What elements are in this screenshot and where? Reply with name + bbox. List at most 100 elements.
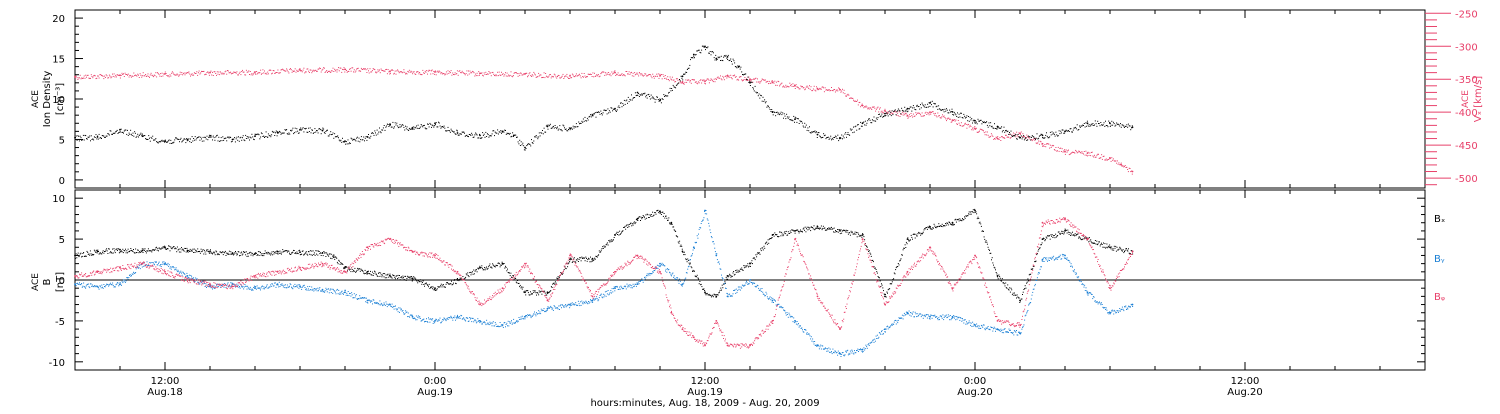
b-series-0-sample	[271, 252, 272, 253]
b-series-0-sample	[608, 240, 609, 241]
density-series-sample	[493, 130, 494, 131]
density-series-sample	[470, 134, 471, 135]
vx-series-sample	[1111, 157, 1112, 158]
density-series-sample	[429, 123, 430, 124]
vx-series-sample	[919, 113, 920, 114]
b-series-0-sample	[545, 293, 546, 294]
b-series-0-sample	[1067, 233, 1068, 234]
density-series-sample	[834, 137, 835, 138]
b-series-0-sample	[892, 281, 893, 282]
b-series-0-sample	[938, 226, 939, 227]
density-series-sample	[758, 95, 759, 96]
vx-series-sample	[493, 74, 494, 75]
vx-series-sample	[909, 114, 910, 115]
vx-series-sample	[236, 73, 237, 74]
b-series-0-sample	[651, 214, 652, 215]
b-series-0-sample	[482, 268, 483, 269]
b-series-0-sample	[1022, 294, 1023, 295]
density-series-sample	[808, 130, 809, 131]
b-series-0-sample	[672, 224, 673, 225]
vx-series-sample	[379, 70, 380, 71]
b-series-1-sample	[120, 282, 121, 283]
vx-series-sample	[669, 80, 670, 81]
vx-series-sample	[1089, 153, 1090, 154]
density-series-sample	[646, 95, 647, 96]
vx-series-sample	[531, 76, 532, 77]
b-series-1-sample	[230, 286, 231, 287]
vx-series-sample	[1055, 150, 1056, 151]
b-series-0-sample	[454, 279, 455, 280]
density-series-sample	[164, 142, 165, 143]
vx-series-point	[1064, 151, 1066, 153]
b-series-0-sample	[885, 294, 886, 295]
vx-series-sample	[871, 109, 872, 110]
density-series-sample	[886, 112, 887, 113]
b-series-0-sample	[240, 253, 241, 254]
vx-series-sample	[325, 72, 326, 73]
b-series-0-sample	[200, 253, 201, 254]
vx-series-sample	[159, 76, 160, 77]
density-series-sample	[1047, 136, 1048, 137]
vx-series-sample	[466, 70, 467, 71]
b-series-0-sample	[855, 234, 856, 235]
b-series-0-sample	[420, 279, 421, 280]
b-series-0-sample	[1026, 283, 1027, 284]
b-series-0-sample	[701, 284, 702, 285]
b-series-0-sample	[1063, 234, 1064, 235]
density-series-sample	[169, 140, 170, 141]
b-series-1-sample	[292, 288, 293, 289]
b-series-0-sample	[862, 233, 863, 234]
b-series-1-sample	[242, 286, 243, 287]
density-series-sample	[325, 131, 326, 132]
top-panel	[75, 10, 1451, 188]
vx-series-sample	[436, 74, 437, 75]
density-series-sample	[1089, 126, 1090, 127]
vx-series-sample	[652, 74, 653, 75]
vx-series-sample	[562, 76, 563, 77]
b-series-0-sample	[523, 287, 524, 288]
vx-series-sample	[738, 80, 739, 81]
b-series-0-sample	[722, 287, 723, 288]
density-series-sample	[693, 56, 694, 57]
vx-series-sample	[150, 74, 151, 75]
density-series-sample	[312, 130, 313, 131]
b-series-0-sample	[258, 251, 259, 252]
b-series-0-sample	[757, 254, 758, 255]
b-series-0-sample	[357, 270, 358, 271]
density-series-sample	[123, 133, 124, 134]
b-series-0-sample	[1119, 249, 1120, 250]
b-series-0-sample	[942, 226, 943, 227]
b-series-1-sample	[86, 285, 87, 286]
density-series-sample	[374, 130, 375, 131]
vx-series-sample	[366, 69, 367, 70]
b-series-0-sample	[924, 229, 925, 230]
b-series-0-sample	[730, 277, 731, 278]
b-series-0-sample	[281, 254, 282, 255]
density-series-sample	[1092, 125, 1093, 126]
b-series-0-sample	[923, 232, 924, 233]
density-series-sample	[629, 101, 630, 102]
vx-series-sample	[113, 76, 114, 77]
density-series-sample	[792, 120, 793, 121]
vx-series-sample	[169, 76, 170, 77]
vx-series-sample	[718, 77, 719, 78]
vx-series-sample	[151, 73, 152, 74]
density-series-sample	[386, 126, 387, 127]
b-series-0-sample	[649, 214, 650, 215]
density-series-sample	[903, 111, 904, 112]
b-series-0-sample	[597, 257, 598, 258]
vx-series-sample	[579, 74, 580, 75]
density-series-sample	[630, 100, 631, 101]
b-series-0-sample	[812, 227, 813, 228]
vx-series-sample	[209, 75, 210, 76]
vx-series-sample	[259, 72, 260, 73]
b-series-0-sample	[186, 252, 187, 253]
density-series-sample	[526, 148, 527, 149]
b-series-0-sample	[334, 255, 335, 256]
b-series-0-sample	[736, 272, 737, 273]
vx-series-sample	[802, 86, 803, 87]
b-series-1-sample	[269, 286, 270, 287]
b-series-0-sample	[659, 211, 660, 212]
density-series-sample	[522, 143, 523, 144]
density-series-sample	[1128, 124, 1129, 125]
